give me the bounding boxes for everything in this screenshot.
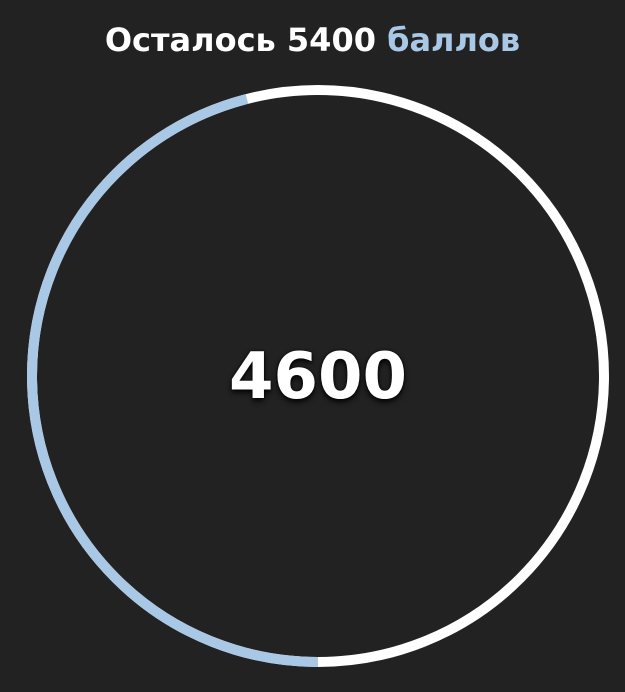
points-unit-text: баллов (387, 21, 521, 59)
points-remaining-text: Осталось 5400 (104, 21, 376, 59)
points-remaining-heading: Осталось 5400 баллов (0, 18, 625, 62)
progress-ring-fill (27, 85, 609, 667)
points-value: 4600 (228, 340, 408, 414)
